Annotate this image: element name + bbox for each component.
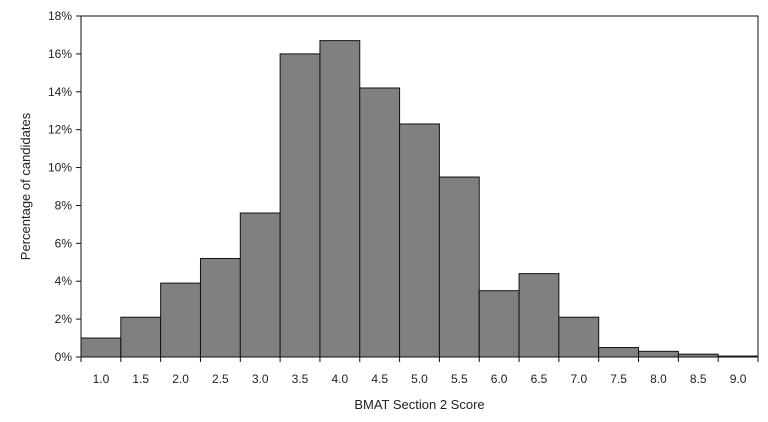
x-tick-label: 2.0 [172, 372, 189, 386]
x-tick-label: 8.0 [650, 372, 667, 386]
y-tick-label: 4% [55, 274, 73, 288]
bar-1.5 [120, 316, 162, 358]
x-tick-label: 5.0 [411, 372, 428, 386]
x-tick-label: 4.0 [332, 372, 349, 386]
x-tick-label: 5.5 [451, 372, 468, 386]
bar-7.0 [558, 316, 600, 358]
bar-2.0 [160, 282, 201, 358]
x-tick-label: 7.0 [570, 372, 587, 386]
y-tick-label: 10% [48, 161, 72, 175]
bars-group [80, 40, 759, 358]
bar-6.0 [478, 290, 520, 358]
bar-8.5 [677, 353, 719, 358]
x-axis-label: BMAT Section 2 Score [354, 397, 484, 412]
x-tick-label: 6.5 [531, 372, 548, 386]
y-tick-label: 14% [48, 85, 72, 99]
y-tick-label: 8% [55, 198, 73, 212]
y-tick-label: 6% [55, 236, 73, 250]
bar-5.5 [438, 176, 480, 358]
bar-8.0 [638, 350, 679, 358]
bar-1.0 [80, 337, 122, 358]
x-tick-label: 3.5 [292, 372, 309, 386]
bar-5.0 [399, 123, 440, 358]
bar-4.0 [319, 40, 361, 358]
y-axis: 0% 2% 4% 6% 8% 10% 12% 14% 16% 18% [48, 9, 81, 364]
x-axis: 1.0 1.5 2.0 2.5 3.0 3.5 4.0 4.5 5.0 5.5 6.0 6.5 7.0 7… [80, 357, 759, 386]
y-axis-label: Percentage of candidates [18, 112, 33, 260]
bar-4.5 [359, 87, 401, 358]
bar-3.5 [279, 53, 321, 358]
x-tick-label: 7.5 [610, 372, 627, 386]
y-tick-label: 0% [55, 350, 73, 364]
bar-3.0 [239, 212, 281, 358]
x-tick-label: 1.5 [132, 372, 149, 386]
y-tick-label: 18% [48, 9, 72, 23]
x-tick-label: 9.0 [730, 372, 747, 386]
x-tick-label: 2.5 [212, 372, 229, 386]
bar-7.5 [598, 347, 640, 358]
bar-2.5 [199, 257, 241, 358]
x-tick-label: 8.5 [690, 372, 707, 386]
y-tick-label: 12% [48, 123, 72, 137]
x-tick-label: 1.0 [93, 372, 110, 386]
bar-6.5 [518, 273, 560, 358]
y-tick-label: 16% [48, 47, 72, 61]
y-tick-label: 2% [55, 312, 73, 326]
x-tick-label: 3.0 [252, 372, 269, 386]
x-tick-label: 4.5 [371, 372, 388, 386]
x-tick-label: 6.0 [491, 372, 508, 386]
bar-9.0 [717, 355, 759, 358]
